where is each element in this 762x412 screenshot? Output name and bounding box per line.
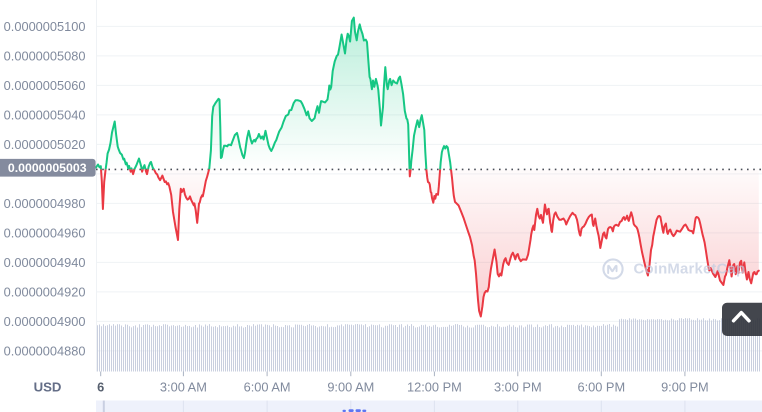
svg-text:0.0000005003: 0.0000005003	[8, 161, 87, 175]
svg-text:0.0000004900: 0.0000004900	[4, 314, 86, 329]
svg-text:0.0000004920: 0.0000004920	[4, 284, 86, 299]
svg-text:0.0000004880: 0.0000004880	[4, 343, 86, 358]
svg-text:3:00 AM: 3:00 AM	[160, 379, 207, 394]
svg-text:0.0000005100: 0.0000005100	[4, 19, 86, 34]
svg-text:0.0000004960: 0.0000004960	[4, 225, 86, 240]
svg-text:0.0000005080: 0.0000005080	[4, 48, 86, 63]
svg-text:0.0000005020: 0.0000005020	[4, 137, 86, 152]
svg-text:USD: USD	[34, 379, 62, 394]
svg-text:12:00 PM: 12:00 PM	[407, 379, 462, 394]
svg-text:6:00 AM: 6:00 AM	[244, 379, 291, 394]
svg-text:3:00 PM: 3:00 PM	[494, 379, 542, 394]
svg-text:CoinMarketCap: CoinMarketCap	[634, 261, 746, 277]
svg-text:9:00 AM: 9:00 AM	[327, 379, 374, 394]
svg-text:6:00 PM: 6:00 PM	[577, 379, 625, 394]
svg-text:0.0000004980: 0.0000004980	[4, 196, 86, 211]
svg-text:9:00 PM: 9:00 PM	[661, 379, 709, 394]
svg-text:0.0000005060: 0.0000005060	[4, 78, 86, 93]
svg-text:0.0000005040: 0.0000005040	[4, 107, 86, 122]
svg-text:0.0000004940: 0.0000004940	[4, 255, 86, 270]
svg-text:6: 6	[97, 379, 104, 394]
